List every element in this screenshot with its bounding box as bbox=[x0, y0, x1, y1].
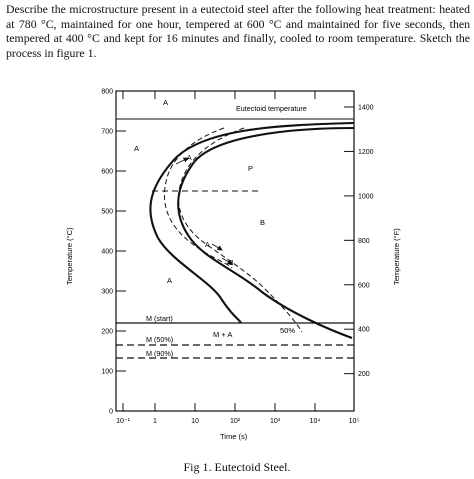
label-m50: M (50%) bbox=[146, 335, 173, 344]
label-a-bottom: A bbox=[167, 276, 172, 285]
label-ms: M (start) bbox=[146, 314, 173, 323]
transformation-end-curve bbox=[177, 126, 355, 339]
label-m90: M (90%) bbox=[146, 349, 173, 358]
y-tick-label-right: 1200 bbox=[358, 149, 374, 156]
label-50-percent: 50% bbox=[280, 326, 295, 335]
x-ticks: 10⁻¹ 1 10 10² 10³ 10⁴ 10⁵ bbox=[116, 91, 359, 425]
label-b-arrow: B bbox=[229, 260, 234, 267]
y-tick-label-right: 200 bbox=[358, 371, 370, 378]
label-a-curve: A bbox=[187, 155, 192, 162]
y-tick-label-right: 1400 bbox=[358, 105, 374, 112]
y-axis-title-left: Temperature (°C) bbox=[65, 227, 74, 285]
y-tick-label-left: 400 bbox=[101, 249, 113, 256]
y-tick-label-right: 800 bbox=[358, 238, 370, 245]
y-tick-label-right: 400 bbox=[358, 327, 370, 334]
y-tick-label-left: 200 bbox=[101, 329, 113, 336]
x-axis-title: Time (s) bbox=[220, 432, 248, 441]
y-tick-label-left: 800 bbox=[101, 89, 113, 96]
arrow-a-lower bbox=[211, 243, 223, 251]
eutectoid-label: Eutectoid temperature bbox=[236, 104, 307, 113]
x-tick-label: 10 bbox=[191, 418, 199, 425]
arrow-a-upper bbox=[175, 157, 189, 165]
label-m-plus-a: M + A bbox=[213, 330, 232, 339]
label-a-top: A bbox=[163, 98, 168, 107]
y-tick-label-left: 600 bbox=[101, 169, 113, 176]
plot-frame bbox=[115, 90, 355, 412]
y-tick-label-left: 700 bbox=[101, 129, 113, 136]
x-tick-label: 10² bbox=[230, 418, 241, 425]
cooling-path-dashed-2 bbox=[178, 127, 303, 333]
y-tick-label-right: 1000 bbox=[358, 193, 374, 200]
y-tick-label-left: 0 bbox=[109, 409, 113, 416]
y-ticks-right: 200 400 600 800 1000 1200 1400 bbox=[344, 105, 374, 378]
y-ticks-left: 0 100 200 300 400 500 600 700 800 bbox=[101, 89, 126, 416]
y-axis-title-right: Temperature (°F) bbox=[392, 228, 401, 285]
x-tick-label: 10⁵ bbox=[349, 418, 360, 425]
label-b: B bbox=[260, 218, 265, 227]
label-a-arrow: A bbox=[205, 242, 210, 249]
transformation-start-curve bbox=[149, 121, 355, 324]
cooling-path-dashed-1 bbox=[164, 127, 233, 269]
y-tick-label-left: 300 bbox=[101, 289, 113, 296]
y-tick-label-left: 100 bbox=[101, 369, 113, 376]
question-text: Describe the microstructure present in a… bbox=[6, 2, 470, 60]
x-tick-label: 1 bbox=[153, 418, 157, 425]
x-tick-label: 10³ bbox=[270, 418, 281, 425]
x-tick-label: 10⁻¹ bbox=[116, 418, 130, 425]
arrow-b bbox=[221, 257, 233, 265]
label-a-left: A bbox=[134, 144, 139, 153]
x-tick-label: 10⁴ bbox=[310, 418, 321, 425]
label-p: P bbox=[248, 164, 253, 173]
y-tick-label-right: 600 bbox=[358, 282, 370, 289]
y-tick-label-left: 500 bbox=[101, 209, 113, 216]
figure-caption: Fig 1. Eutectoid Steel. bbox=[183, 460, 291, 474]
